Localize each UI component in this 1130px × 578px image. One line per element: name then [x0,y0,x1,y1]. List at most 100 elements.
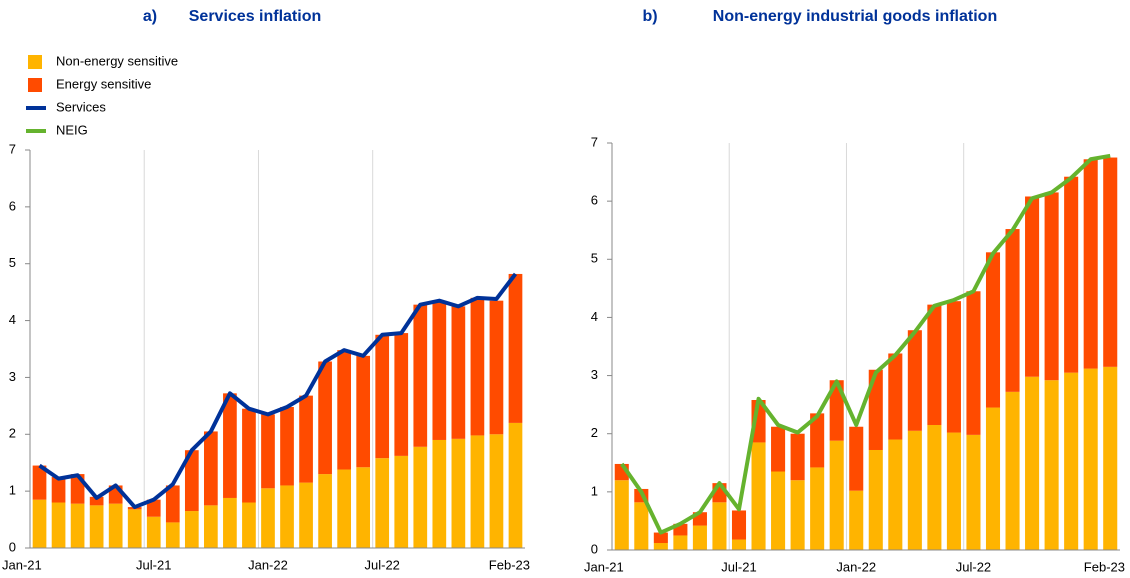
y-tick-label: 7 [591,134,598,149]
legend-label: NEIG [56,122,88,137]
y-tick-label: 6 [591,193,598,208]
y-tick-label: 0 [9,539,16,554]
panel-label: b) [642,8,657,25]
bar-segment [394,455,409,548]
bar-segment [1103,366,1118,550]
y-tick-label: 7 [9,141,16,156]
bar-segment [108,503,123,548]
bar-segment [653,543,668,550]
y-tick-label: 6 [9,198,16,213]
bar-segment [89,505,104,548]
bar-segment [32,465,47,500]
bar-segment [318,474,332,548]
bar-segment [829,440,844,550]
bar-segment [432,439,447,548]
bar-segment [868,449,883,550]
bar-segment [242,408,256,503]
y-tick-label: 5 [591,251,598,266]
bar-segment [184,511,199,548]
bar-segment [966,291,981,435]
y-tick-label: 4 [591,309,598,324]
y-tick-label: 2 [591,425,598,440]
bar-segment [849,490,864,550]
y-tick-label: 2 [9,426,16,441]
bar-segment [127,509,142,548]
bar-segment [299,482,313,548]
bar-segment [829,380,844,441]
bar-segment [731,539,747,550]
bar-segment [946,301,961,433]
x-tick-label: Jul-21 [721,559,756,574]
bar-segment [810,413,825,468]
bar-segment [394,333,409,456]
y-tick-label: 1 [591,483,598,498]
y-tick-label: 5 [9,255,16,270]
bar-segment [508,273,523,423]
bar-segment [280,406,294,486]
bar-segment [184,450,199,512]
bar-segment [946,432,961,550]
bar-segment [165,485,180,523]
x-tick-label: Jan-21 [2,557,42,572]
x-tick-label: Jul-22 [365,557,400,572]
bar-segment [1044,380,1059,550]
line-series [38,272,518,510]
bar-segment [413,446,428,548]
line-series [620,153,1111,535]
bar-segment [985,407,1001,550]
bar-segment [731,510,747,540]
bar-segment [89,496,104,506]
bar-segment [673,523,688,536]
y-tick-label: 3 [591,367,598,382]
bar-segment [204,431,218,506]
x-tick-label: Jan-22 [836,559,876,574]
legend-label: Energy sensitive [56,76,151,91]
bar-segment [413,304,428,447]
bar-segment [849,426,864,491]
bar-segment [868,369,883,450]
bar-segment [1083,368,1098,550]
bar-segment [751,442,766,550]
bar-segment [242,502,256,548]
y-tick-label: 3 [9,369,16,384]
y-tick-label: 0 [591,541,598,556]
x-tick-label: Jul-22 [956,559,991,574]
bar-segment [489,300,504,435]
bar-segment [1005,391,1020,550]
bar-segment [432,300,447,440]
bar-segment [451,438,466,548]
bar-segment [1064,372,1079,550]
bar-segment [318,361,332,475]
bar-segment [771,471,786,550]
x-tick-label: Feb-23 [489,557,530,572]
bar-segment [223,393,237,498]
bar-segment [489,434,504,548]
bar-segment [337,469,351,548]
bar-segment [1005,229,1020,392]
bar-segment [51,502,66,548]
bar-segment [712,502,727,550]
x-tick-label: Jan-22 [248,557,288,572]
bar-segment [470,435,485,548]
bar-segment [451,306,466,439]
x-tick-label: Jan-21 [584,559,624,574]
bar-segment [907,430,922,550]
bar-segment [508,422,523,548]
bar-segment [470,297,485,436]
bar-segment [165,522,180,548]
bar-segment [888,353,903,440]
bar-segment [261,414,275,489]
bar-segment [927,424,942,550]
bar-segment [1083,159,1098,369]
bar-segment [261,488,275,548]
bar-segment [634,502,649,550]
bar-segment [375,334,390,459]
bar-segment [673,535,688,550]
bar-segment [146,516,161,548]
chart-title: Services inflation [189,8,322,25]
panel-label: a) [143,8,157,25]
bar-segment [888,439,903,550]
bar-segment [614,480,629,550]
